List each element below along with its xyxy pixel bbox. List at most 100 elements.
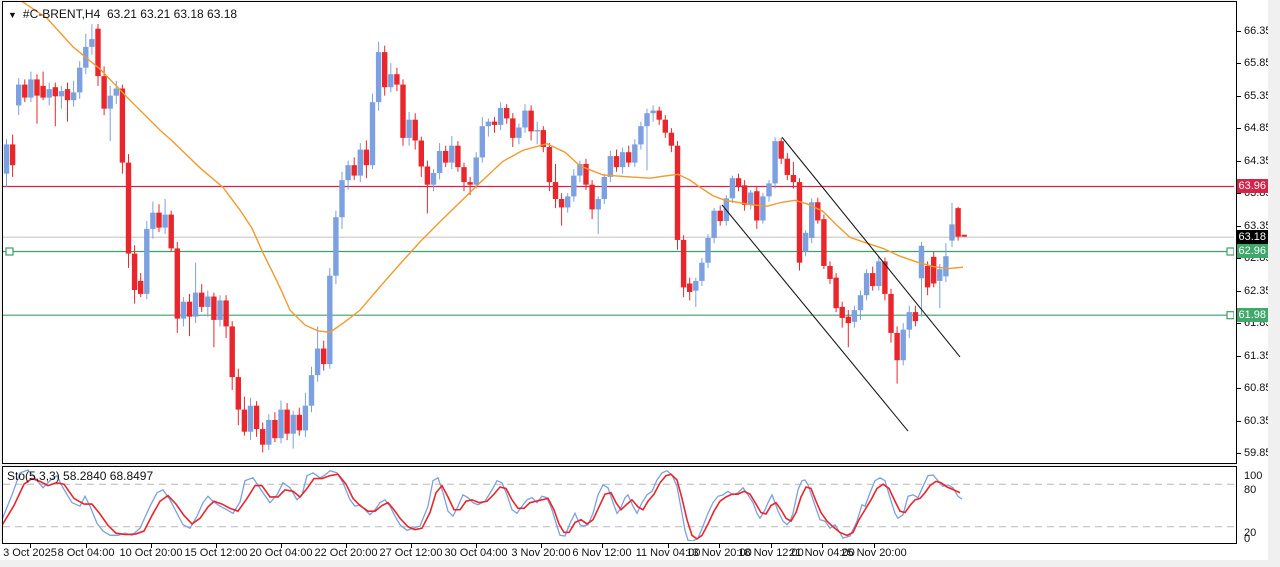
- candle-down: [894, 332, 900, 361]
- date-tick-label: 3 Nov 20:00: [511, 547, 571, 559]
- candle-up: [16, 84, 22, 106]
- date-tick-label: 25 Nov 20:00: [841, 547, 907, 559]
- candle-down: [156, 212, 162, 228]
- candle-down: [52, 87, 58, 97]
- candle-down: [888, 293, 894, 333]
- candle-down: [394, 74, 400, 85]
- candle-down: [125, 162, 132, 254]
- date-tick: [602, 544, 603, 548]
- candle-up: [876, 261, 882, 287]
- candle-up: [436, 150, 443, 173]
- candle-down: [827, 265, 833, 279]
- candle-down: [64, 89, 71, 101]
- date-tick-label: 8 Oct 04:00: [57, 547, 115, 559]
- price-tick: [1237, 323, 1241, 325]
- candle-down: [558, 199, 565, 208]
- candle-up: [113, 88, 119, 96]
- line-handle[interactable]: [1226, 247, 1234, 256]
- candle-up: [473, 157, 479, 185]
- candle-up: [357, 149, 363, 176]
- dropdown-arrow-icon[interactable]: ▼: [8, 10, 17, 20]
- date-tick-label: 20 Oct 04:00: [249, 547, 313, 559]
- stoch-axis-label: 80: [1244, 484, 1257, 497]
- candle-down: [351, 165, 357, 176]
- candle-down: [9, 144, 16, 166]
- date-tick-label: 30 Oct 04:00: [444, 547, 508, 559]
- price-tick: [1237, 63, 1241, 65]
- candle-up: [70, 92, 77, 101]
- candle-down: [504, 108, 510, 119]
- price-tick: [1237, 388, 1241, 390]
- moving-average-line[interactable]: [20, 2, 964, 333]
- candle-up: [314, 348, 321, 376]
- candle-down: [467, 182, 473, 185]
- candle-down: [741, 185, 748, 205]
- window-right-strip: [1268, 0, 1280, 567]
- candle-down: [211, 296, 217, 320]
- candle-up: [89, 39, 95, 47]
- trendline-1[interactable]: [781, 136, 961, 358]
- stoch-d-line: [3, 473, 961, 540]
- candle-up: [205, 296, 211, 307]
- price-tick-label: 62.35: [1244, 284, 1272, 297]
- price-tick-label: 60.85: [1244, 382, 1272, 395]
- candle-down: [546, 147, 553, 183]
- date-tick: [668, 544, 669, 548]
- candle-up: [748, 192, 754, 205]
- candle-down: [253, 405, 260, 430]
- candle-up: [247, 405, 254, 432]
- window-bottom-strip: [0, 560, 1280, 567]
- candle-up: [3, 144, 10, 174]
- candle-down: [229, 326, 235, 378]
- candle-down: [845, 316, 851, 324]
- candle-down: [199, 292, 205, 307]
- price-tick: [1237, 420, 1241, 422]
- candle-down: [131, 253, 138, 290]
- candle-up: [388, 74, 394, 88]
- candle-up: [485, 121, 492, 127]
- candle-up: [217, 300, 223, 320]
- date-tick-label: 22 Oct 20:00: [314, 547, 378, 559]
- candle-up: [266, 420, 272, 445]
- candle-down: [815, 202, 821, 221]
- candle-down: [955, 208, 961, 237]
- candle-up: [863, 273, 870, 296]
- candle-up: [192, 292, 199, 317]
- candle-up: [577, 163, 583, 176]
- candle-up: [46, 89, 52, 98]
- candle-down: [260, 429, 266, 445]
- candle-up: [369, 102, 376, 166]
- line-handle[interactable]: [5, 247, 14, 256]
- candle-down: [656, 110, 662, 120]
- candle-down: [119, 88, 126, 163]
- candlestick-chart[interactable]: [3, 2, 1234, 461]
- price-tick: [1237, 453, 1241, 455]
- candle-up: [766, 183, 772, 197]
- date-axis[interactable]: 3 Oct 2025 8 Oct 04:00 10 Oct 20:00 15 Oct …: [0, 544, 1268, 560]
- candle-up: [516, 127, 522, 138]
- date-tick: [281, 544, 282, 548]
- candle-up: [644, 113, 650, 127]
- candle-down: [363, 149, 370, 166]
- main-chart-panel[interactable]: [2, 1, 1237, 464]
- date-tick: [86, 544, 87, 548]
- candle-down: [961, 234, 967, 237]
- line-handle[interactable]: [1226, 311, 1234, 320]
- price-box-61.98: 61.98: [1237, 307, 1268, 322]
- stoch-k-line: [3, 469, 963, 541]
- trendline-2[interactable]: [721, 204, 909, 432]
- candle-up: [601, 176, 607, 199]
- stochastic-panel[interactable]: [2, 466, 1237, 544]
- price-tick-label: 59.85: [1244, 447, 1272, 460]
- candle-down: [583, 163, 589, 185]
- candle-up: [918, 245, 925, 279]
- candle-down: [778, 141, 784, 159]
- candle-up: [705, 238, 711, 263]
- candle-up: [638, 126, 644, 145]
- candle-down: [790, 174, 797, 183]
- price-axis[interactable]: 66.35 65.85 65.35 64.85 64.35 63.85 63.35 62.85…: [1237, 0, 1272, 560]
- date-tick: [216, 544, 217, 548]
- candle-up: [497, 108, 504, 125]
- candle-down: [186, 301, 193, 317]
